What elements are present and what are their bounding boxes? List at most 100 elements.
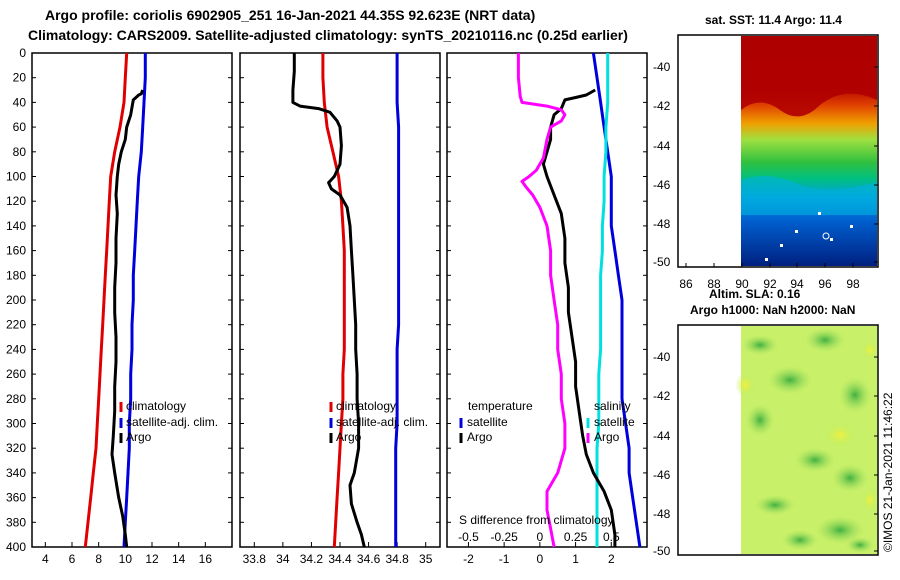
legend-salinity-argo: Argo bbox=[594, 430, 620, 444]
sla-map-yticks: -40 -42 -44 -46 -48 -50 bbox=[653, 350, 878, 558]
sst-map-xticks: 86 88 90 92 94 96 98 bbox=[679, 263, 860, 291]
sst-x-tick-label: 86 bbox=[679, 277, 693, 291]
figure-title-line2: Climatology: CARS2009. Satellite-adjuste… bbox=[28, 27, 628, 43]
series-line-climatology bbox=[83, 52, 129, 548]
legend-temperature-satellite: satellite bbox=[467, 415, 508, 429]
x-tick-label: 6 bbox=[69, 552, 76, 566]
x-tick-label: 1 bbox=[572, 552, 579, 566]
sst-map: sat. SST: 11.4 Argo: 11.4 -40-42-44-46-4… bbox=[653, 13, 879, 291]
s-difference-tick-label: 0 bbox=[537, 530, 544, 544]
temperature-panel: 4 6 8 10 12 14 16 bbox=[42, 52, 213, 566]
sla-y-tick-label: -40 bbox=[653, 350, 671, 364]
depth-tick-label: 300 bbox=[6, 417, 26, 431]
depth-tick-label: 160 bbox=[6, 244, 26, 258]
depth-tick-label: 60 bbox=[13, 120, 27, 134]
sst-y-tick-label: -48 bbox=[653, 217, 671, 231]
sla-y-tick-label: -44 bbox=[653, 429, 671, 443]
series-line-argo bbox=[291, 53, 366, 548]
sst-y-tick-label: -46 bbox=[653, 178, 671, 192]
sst-x-tick-label: 92 bbox=[763, 277, 777, 291]
difference-panel: -2 -1 0 1 2 -0.5 -0.25 0 0.25 0.5 bbox=[458, 52, 642, 566]
x-tick-label: 14 bbox=[172, 552, 186, 566]
difference-legend: temperature satellite Argo salinity sate… bbox=[459, 399, 635, 527]
depth-tick-label: 340 bbox=[6, 466, 26, 480]
series-line-climatology bbox=[321, 53, 346, 548]
x-tick-label: 34.4 bbox=[328, 552, 352, 566]
depth-tick-label: 200 bbox=[6, 293, 26, 307]
series-line-salinity-satellite bbox=[595, 53, 610, 547]
legend-salinity-satellite: satellite bbox=[594, 415, 635, 429]
depth-tick-label: 400 bbox=[6, 540, 26, 554]
temperature-legend: climatology satellite-adj. clim. Argo bbox=[119, 399, 218, 444]
s-difference-tick-label: -0.25 bbox=[490, 530, 518, 544]
sst-warm-region bbox=[741, 36, 877, 117]
depth-tick-label: 120 bbox=[6, 194, 26, 208]
x-tick-label: 12 bbox=[145, 552, 159, 566]
sst-map-yticks: -40 -42 -44 -46 -48 -50 bbox=[653, 60, 878, 269]
x-tick-label: 34 bbox=[276, 552, 290, 566]
sla-y-tick-label: -42 bbox=[653, 389, 671, 403]
depth-tick-label: 80 bbox=[13, 145, 27, 159]
depth-tick-label: 360 bbox=[6, 491, 26, 505]
depth-tick-label: 180 bbox=[6, 268, 26, 282]
legend-satellite-clim: satellite-adj. clim. bbox=[336, 415, 428, 429]
x-tick-label: 0 bbox=[537, 552, 544, 566]
depth-tick-label: 100 bbox=[6, 170, 26, 184]
x-tick-label: 2 bbox=[608, 552, 615, 566]
x-tick-label: 33.8 bbox=[243, 552, 267, 566]
legend-climatology: climatology bbox=[336, 399, 396, 413]
x-tick-label: 35 bbox=[419, 552, 433, 566]
sla-y-tick-label: -48 bbox=[653, 507, 671, 521]
s-difference-tick-label: -0.5 bbox=[458, 530, 479, 544]
depth-tick-label: 20 bbox=[13, 71, 27, 85]
x-tick-label: 8 bbox=[95, 552, 102, 566]
s-difference-tick-label: 0.25 bbox=[564, 530, 588, 544]
depth-tick-label: 220 bbox=[6, 318, 26, 332]
series-line-argo bbox=[110, 89, 145, 548]
sst-x-tick-label: 94 bbox=[790, 277, 804, 291]
x-tick-label: 10 bbox=[119, 552, 133, 566]
sst-missing-pixels bbox=[765, 212, 853, 261]
legend-argo: Argo bbox=[336, 430, 362, 444]
sla-map: Altim. SLA: 0.16 Argo h1000: NaN h2000: … bbox=[653, 287, 879, 558]
legend-temperature-heading: temperature bbox=[468, 399, 533, 413]
sla-map-title-line1: Altim. SLA: 0.16 bbox=[709, 287, 801, 301]
salinity-legend: climatology satellite-adj. clim. Argo bbox=[329, 399, 428, 444]
argo-float-marker bbox=[822, 232, 830, 240]
sla-map-title-line2: Argo h1000: NaN h2000: NaN bbox=[690, 303, 855, 317]
series-line-temperature-argo bbox=[541, 88, 617, 547]
credit-stamp: ©IMOS 21-Jan-2021 11:46:22 bbox=[881, 392, 895, 552]
series-line-satellite-adj-clim- bbox=[394, 53, 401, 547]
s-difference-tick-label: 0.5 bbox=[603, 530, 620, 544]
depth-tick-label: 260 bbox=[6, 367, 26, 381]
sst-map-title: sat. SST: 11.4 Argo: 11.4 bbox=[705, 13, 842, 27]
x-tick-label: 34.2 bbox=[300, 552, 324, 566]
sst-x-tick-label: 90 bbox=[735, 277, 749, 291]
series-line-satellite-adj-clim- bbox=[122, 53, 147, 548]
depth-tick-label: 380 bbox=[6, 515, 26, 529]
sst-x-tick-label: 88 bbox=[707, 277, 721, 291]
legend-climatology: climatology bbox=[126, 399, 186, 413]
x-tick-label: 34.6 bbox=[357, 552, 381, 566]
figure-title-line1: Argo profile: coriolis 6902905_251 16-Ja… bbox=[45, 7, 535, 23]
sla-y-tick-label: -50 bbox=[653, 544, 671, 558]
depth-tick-label: 0 bbox=[19, 46, 26, 60]
sst-y-tick-label: -42 bbox=[653, 99, 671, 113]
legend-salinity-heading: salinity bbox=[594, 399, 631, 413]
x-tick-label: 34.8 bbox=[385, 552, 409, 566]
x-tick-label: 4 bbox=[42, 552, 49, 566]
s-difference-label: S difference from climatology bbox=[459, 513, 614, 527]
depth-axis: 0 20 40 60 80 100 120 140 160 180 200 220 240 260 280 3… bbox=[6, 46, 647, 554]
x-tick-label: 16 bbox=[199, 552, 213, 566]
sla-anomaly-blobs bbox=[735, 328, 878, 553]
sst-y-tick-label: -44 bbox=[653, 139, 671, 153]
sst-cool-band bbox=[741, 176, 877, 215]
difference-panel-frame bbox=[446, 52, 648, 548]
legend-argo: Argo bbox=[126, 430, 152, 444]
sla-y-tick-label: -46 bbox=[653, 468, 671, 482]
sst-x-tick-label: 96 bbox=[818, 277, 832, 291]
x-tick-label: -2 bbox=[463, 552, 474, 566]
depth-tick-label: 140 bbox=[6, 219, 26, 233]
depth-tick-label: 40 bbox=[13, 95, 27, 109]
